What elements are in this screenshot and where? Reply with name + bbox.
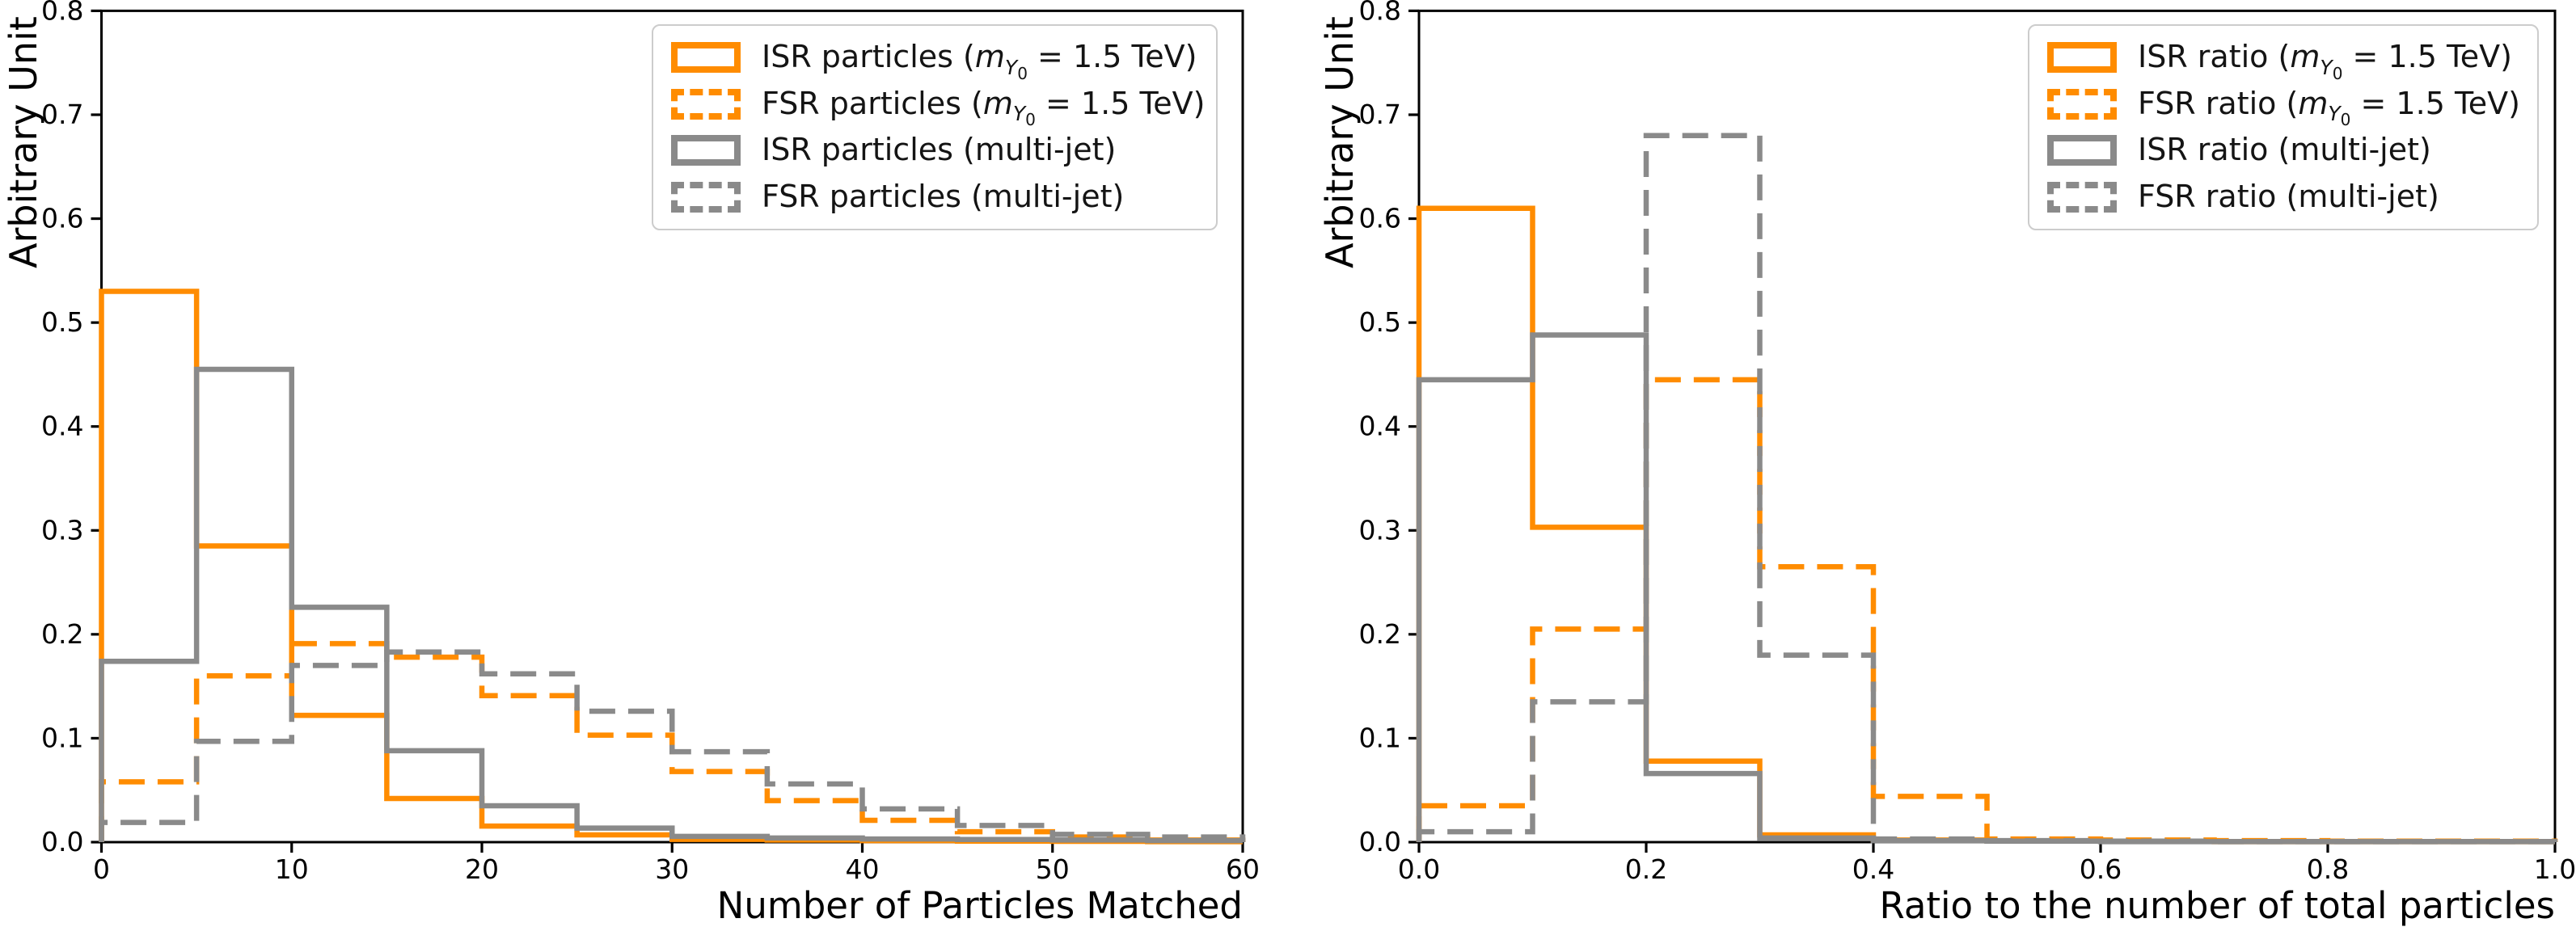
right-x-tick-label: 1.0: [2534, 853, 2576, 885]
left-y-tick-label: 0.4: [41, 411, 83, 442]
left-x-tick-label: 30: [655, 853, 689, 885]
left-series-fsr-particles-multi-jet: [99, 649, 1246, 842]
right-series-fsr-ratio-multi-jet: [1416, 133, 2558, 845]
legend-item-fsr-ratio-m-y0-1-5-tev: FSR ratio (mY0 = 1.5 TeV): [2047, 85, 2526, 130]
right-series-fsr-ratio-m-y0-1-5-tev: [1416, 377, 2558, 844]
dashed-line-swatch-icon: [2047, 182, 2117, 213]
left-x-tick-label: 0: [93, 853, 110, 885]
legend-item-label: ISR particles (mY0 = 1.5 TeV): [762, 38, 1197, 83]
right-x-tick-label: 0.6: [2080, 853, 2122, 885]
right-x-tick-label: 0.8: [2307, 853, 2349, 885]
left-series-isr-particles-m-y0-1-5-tev: [99, 289, 1246, 845]
solid-line-swatch-icon: [671, 135, 741, 166]
right-legend: ISR ratio (mY0 = 1.5 TeV) FSR ratio (mY0 …: [2028, 24, 2539, 230]
legend-item-fsr-particles-multi-jet: FSR particles (multi-jet): [671, 179, 1205, 215]
solid-line-swatch-icon: [2047, 41, 2117, 73]
legend-item-isr-ratio-multi-jet: ISR ratio (multi-jet): [2047, 133, 2526, 167]
left-series-isr-particles-multi-jet: [99, 366, 1246, 844]
right-series-isr-ratio-m-y0-1-5-tev: [1416, 205, 2558, 845]
legend-item-fsr-ratio-multi-jet: FSR ratio (multi-jet): [2047, 179, 2526, 215]
left-y-tick-label: 0.6: [41, 203, 83, 234]
left-y-tick-label: 0.8: [41, 0, 83, 26]
legend-item-label: FSR ratio (multi-jet): [2138, 179, 2439, 215]
left-x-axis-label: Number of Particles Matched: [716, 884, 1243, 927]
right-y-tick-label: 0.8: [1359, 0, 1401, 26]
right-x-tick-label: 0.0: [1398, 853, 1440, 885]
left-x-tick-label: 20: [465, 853, 499, 885]
right-x-tick-label: 0.4: [1852, 853, 1894, 885]
legend-item-isr-particles-multi-jet: ISR particles (multi-jet): [671, 133, 1205, 167]
left-y-tick-label: 0.1: [41, 722, 83, 753]
legend-item-label: ISR particles (multi-jet): [762, 132, 1117, 168]
solid-line-swatch-icon: [2047, 135, 2117, 166]
legend-item-isr-ratio-m-y0-1-5-tev: ISR ratio (mY0 = 1.5 TeV): [2047, 38, 2526, 83]
right-y-tick-label: 0.0: [1359, 826, 1401, 857]
legend-item-label: ISR ratio (mY0 = 1.5 TeV): [2138, 38, 2512, 83]
left-y-tick-label: 0.2: [41, 618, 83, 650]
left-x-tick-label: 40: [846, 853, 880, 885]
left-y-tick-label: 0.3: [41, 514, 83, 546]
left-y-axis-label: Arbitrary Unit: [2, 16, 45, 268]
right-y-tick-label: 0.6: [1359, 203, 1401, 234]
right-y-tick-label: 0.4: [1359, 411, 1401, 442]
legend-item-isr-particles-m-y0-1-5-tev: ISR particles (mY0 = 1.5 TeV): [671, 38, 1205, 83]
right-y-tick-label: 0.7: [1359, 99, 1401, 130]
legend-item-label: FSR particles (multi-jet): [762, 179, 1125, 215]
left-y-tick-label: 0.5: [41, 306, 83, 338]
left-legend: ISR particles (mY0 = 1.5 TeV) FSR particl…: [652, 24, 1218, 230]
right-y-tick-label: 0.3: [1359, 514, 1401, 546]
left-y-tick-label: 0.7: [41, 99, 83, 130]
right-x-tick-label: 0.2: [1625, 853, 1667, 885]
dashed-line-swatch-icon: [671, 88, 741, 120]
left-y-tick-label: 0.0: [41, 826, 83, 857]
right-series-isr-ratio-multi-jet: [1416, 332, 2558, 845]
right-y-tick-label: 0.1: [1359, 722, 1401, 753]
solid-line-swatch-icon: [671, 41, 741, 73]
right-x-axis-label: Ratio to the number of total particles: [1879, 884, 2555, 927]
right-y-tick-label: 0.2: [1359, 618, 1401, 650]
legend-item-label: FSR particles (mY0 = 1.5 TeV): [762, 85, 1206, 130]
dashed-line-swatch-icon: [2047, 88, 2117, 120]
left-x-tick-label: 50: [1036, 853, 1070, 885]
legend-item-label: ISR ratio (multi-jet): [2138, 132, 2431, 168]
dashed-line-swatch-icon: [671, 182, 741, 213]
left-x-tick-label: 60: [1226, 853, 1260, 885]
legend-item-label: FSR ratio (mY0 = 1.5 TeV): [2138, 85, 2520, 130]
right-y-tick-label: 0.5: [1359, 306, 1401, 338]
legend-item-fsr-particles-m-y0-1-5-tev: FSR particles (mY0 = 1.5 TeV): [671, 85, 1206, 130]
right-y-axis-label: Arbitrary Unit: [1318, 16, 1362, 268]
left-x-tick-label: 10: [275, 853, 309, 885]
